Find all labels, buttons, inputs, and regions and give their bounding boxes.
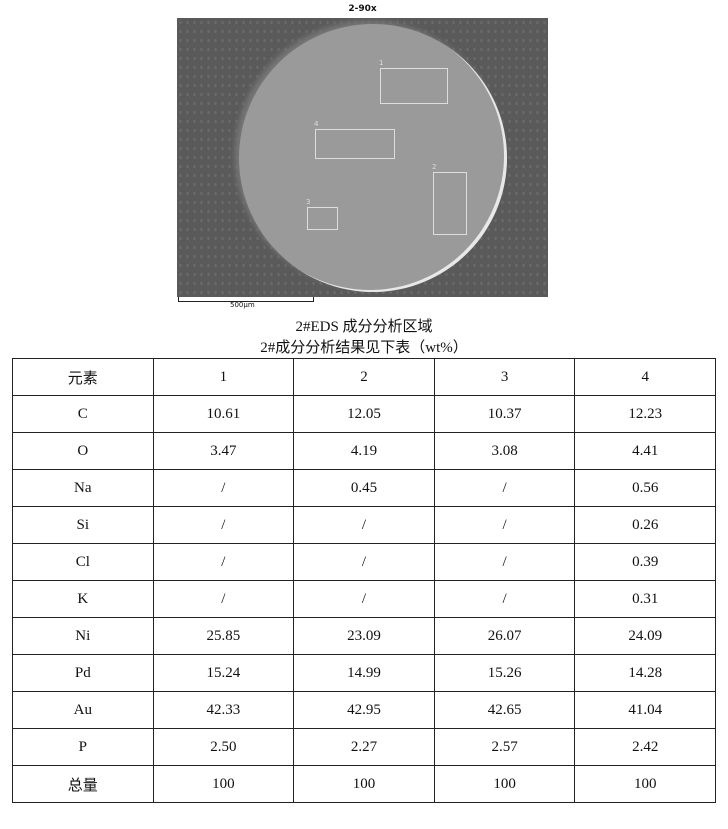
element-cell: K — [12, 580, 154, 618]
composition-table: 元素 1 2 3 4 C 10.61 12.05 10.37 12.23 O 3.47 4.19 3.08… — [12, 358, 716, 803]
element-cell: 元素 — [12, 358, 154, 396]
element-cell: P — [12, 728, 154, 766]
value-cell: 100 — [574, 765, 716, 803]
value-cell: 100 — [293, 765, 435, 803]
value-cell: 1 — [152, 358, 295, 396]
element-cell: Pd — [12, 654, 154, 692]
table-row: Si / //0.26 — [12, 506, 716, 544]
value-cell: / — [293, 580, 435, 618]
value-cell: 23.09 — [293, 617, 435, 655]
value-cell: 25.85 — [152, 617, 295, 655]
value-cell: 3.47 — [152, 432, 295, 470]
table-row: O 3.47 4.19 3.08 4.41 — [12, 432, 716, 470]
value-cell: 2 — [293, 358, 435, 396]
table-row: Pd 15.24 14.99 15.26 14.28 — [12, 654, 716, 692]
region-box-4: 4 — [314, 120, 395, 159]
value-cell: / — [293, 543, 435, 581]
value-cell: 42.65 — [433, 691, 576, 729]
table-row: K / //0.31 — [12, 580, 716, 618]
value-cell: / — [433, 543, 576, 581]
value-cell: 4.19 — [293, 432, 435, 470]
table-row: Ni 25.85 23.09 26.07 24.09 — [12, 617, 716, 655]
value-cell: 14.99 — [293, 654, 435, 692]
value-cell: 3.08 — [433, 432, 576, 470]
value-cell: / — [433, 469, 576, 507]
element-cell: Cl — [12, 543, 154, 581]
value-cell: 2.50 — [152, 728, 295, 766]
value-cell: / — [152, 580, 295, 618]
value-cell: 15.24 — [152, 654, 295, 692]
value-cell: 0.31 — [574, 580, 716, 618]
value-cell: / — [152, 543, 295, 581]
table-row: C 10.61 12.05 10.37 12.23 — [12, 395, 716, 433]
value-cell: 14.28 — [574, 654, 716, 692]
value-cell: 2.27 — [293, 728, 435, 766]
value-cell: 0.26 — [574, 506, 716, 544]
element-cell: O — [12, 432, 154, 470]
table-row: Cl / //0.39 — [12, 543, 716, 581]
value-cell: / — [152, 506, 295, 544]
element-cell: Si — [12, 506, 154, 544]
value-cell: / — [433, 580, 576, 618]
region-box-3: 3 — [306, 198, 338, 230]
value-cell: 100 — [433, 765, 576, 803]
value-cell: / — [293, 506, 435, 544]
value-cell: 10.37 — [433, 395, 576, 433]
table-row: Au 42.33 42.95 42.65 41.04 — [12, 691, 716, 729]
value-cell: / — [152, 469, 295, 507]
element-cell: 总量 — [12, 765, 154, 803]
value-cell: 0.39 — [574, 543, 716, 581]
value-cell: 42.95 — [293, 691, 435, 729]
element-cell: Au — [12, 691, 154, 729]
region-box-2: 2 — [432, 163, 467, 235]
table-header-row: 元素 1 2 3 4 — [12, 358, 716, 396]
value-cell: 3 — [433, 358, 576, 396]
sem-image: 1 2 3 4 — [177, 18, 548, 297]
value-cell: 0.56 — [574, 469, 716, 507]
value-cell: 12.05 — [293, 395, 435, 433]
value-cell: 0.45 — [293, 469, 435, 507]
region-box-1: 1 — [379, 59, 448, 104]
sem-image-title: 2-90x — [348, 4, 377, 14]
value-cell: 2.42 — [574, 728, 716, 766]
element-cell: C — [12, 395, 154, 433]
caption-region: 2#EDS 成分分析区域 — [295, 319, 433, 335]
element-cell: Ni — [12, 617, 154, 655]
table-row: 总量 100 100 100 100 — [12, 765, 716, 803]
value-cell: 15.26 — [433, 654, 576, 692]
value-cell: 4.41 — [574, 432, 716, 470]
value-cell: 42.33 — [152, 691, 295, 729]
value-cell: 100 — [152, 765, 295, 803]
value-cell: 41.04 — [574, 691, 716, 729]
value-cell: 10.61 — [152, 395, 295, 433]
value-cell: 12.23 — [574, 395, 716, 433]
scale-bar — [178, 297, 314, 302]
element-cell: Na — [12, 469, 154, 507]
table-row: Na/0.45/0.56 — [12, 469, 716, 507]
scale-label: 500µm — [230, 301, 255, 309]
value-cell: 24.09 — [574, 617, 716, 655]
value-cell: 26.07 — [433, 617, 576, 655]
caption-results: 2#成分分析结果见下表（wt%） — [260, 340, 468, 356]
value-cell: / — [433, 506, 576, 544]
value-cell: 2.57 — [433, 728, 576, 766]
value-cell: 4 — [574, 358, 716, 396]
table-row: P 2.50 2.27 2.57 2.42 — [12, 728, 716, 766]
